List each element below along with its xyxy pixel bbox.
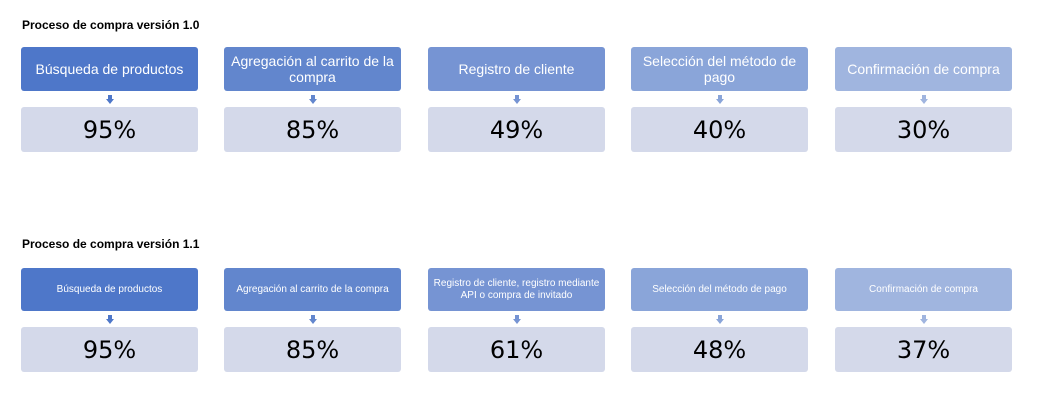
connector-stem	[922, 95, 926, 99]
connector-stem	[311, 95, 315, 99]
down-arrow-icon	[716, 319, 724, 324]
step-value: 30%	[835, 107, 1012, 152]
step-value: 85%	[224, 107, 401, 152]
step-value: 40%	[631, 107, 808, 152]
step-value: 95%	[21, 327, 198, 372]
step-value: 61%	[428, 327, 605, 372]
down-arrow-icon	[309, 99, 317, 104]
step-value: 85%	[224, 327, 401, 372]
step-header: Selección del método de pago	[631, 268, 808, 311]
step-header: Agregación al carrito de la compra	[224, 268, 401, 311]
step-header: Selección del método de pago	[631, 47, 808, 91]
connector-stem	[515, 315, 519, 319]
step-header: Registro de cliente, registro mediante A…	[428, 268, 605, 311]
step-header: Confirmación de compra	[835, 268, 1012, 311]
step-header: Registro de cliente	[428, 47, 605, 91]
step-value: 49%	[428, 107, 605, 152]
down-arrow-icon	[513, 319, 521, 324]
connector-stem	[718, 95, 722, 99]
step-header: Agregación al carrito de la compra	[224, 47, 401, 91]
step-value: 48%	[631, 327, 808, 372]
connector-stem	[311, 315, 315, 319]
down-arrow-icon	[309, 319, 317, 324]
section-title: Proceso de compra versión 1.0	[22, 18, 200, 32]
step-header: Búsqueda de productos	[21, 47, 198, 91]
step-value: 95%	[21, 107, 198, 152]
connector-stem	[922, 315, 926, 319]
down-arrow-icon	[920, 99, 928, 104]
section-title: Proceso de compra versión 1.1	[22, 237, 200, 251]
down-arrow-icon	[513, 99, 521, 104]
connector-stem	[718, 315, 722, 319]
connector-stem	[515, 95, 519, 99]
down-arrow-icon	[106, 319, 114, 324]
down-arrow-icon	[716, 99, 724, 104]
down-arrow-icon	[920, 319, 928, 324]
down-arrow-icon	[106, 99, 114, 104]
connector-stem	[108, 95, 112, 99]
step-header: Confirmación de compra	[835, 47, 1012, 91]
step-header: Búsqueda de productos	[21, 268, 198, 311]
step-value: 37%	[835, 327, 1012, 372]
connector-stem	[108, 315, 112, 319]
